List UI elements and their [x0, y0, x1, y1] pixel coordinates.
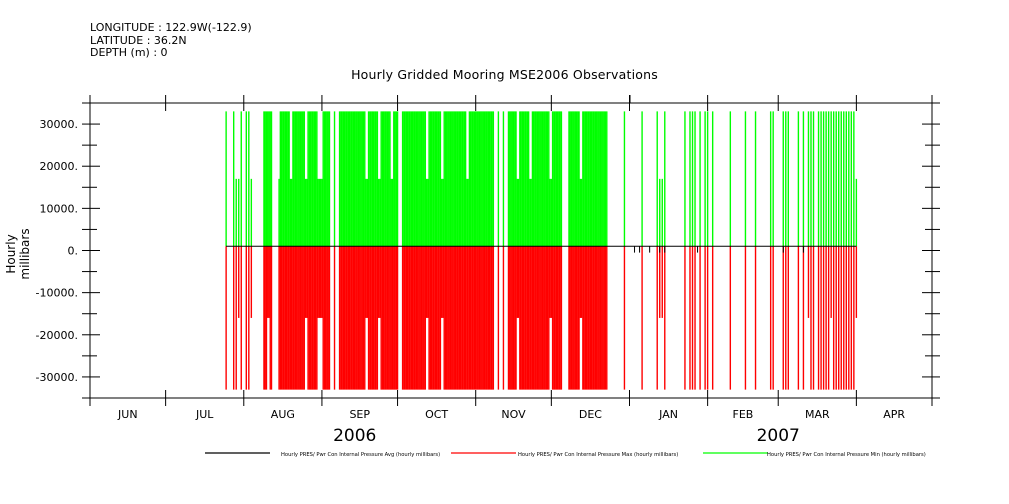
x-month-label: APR [883, 408, 905, 421]
x-month-label: DEC [579, 408, 602, 421]
longitude-label: LONGITUDE : 122.9W(-122.9) [90, 21, 252, 34]
year-label-2007: 2007 [757, 426, 800, 446]
legend-label: Hourly PRES/ Pwr Con Internal Pressure M… [767, 452, 926, 458]
year-label-2006: 2006 [333, 426, 376, 446]
x-month-label: SEP [349, 408, 370, 421]
latitude-label: LATITUDE : 36.2N [90, 33, 187, 47]
chart-title: Hourly Gridded Mooring MSE2006 Observati… [351, 67, 658, 82]
x-month-label: JUL [195, 408, 214, 421]
x-month-label: FEB [733, 408, 754, 421]
y-tick-label: -20000. [36, 329, 78, 342]
x-month-label: OCT [425, 408, 448, 421]
y-tick-label: 0. [68, 245, 79, 258]
x-month-label: MAR [805, 408, 830, 421]
y-tick-label: 10000. [40, 202, 79, 215]
y-tick-label: -30000. [36, 371, 78, 384]
x-month-label: NOV [501, 408, 526, 421]
depth-label: DEPTH (m) : 0 [90, 46, 168, 59]
y-tick-label: 20000. [40, 160, 79, 173]
x-month-label: JUN [117, 408, 138, 421]
y-tick-label: 30000. [40, 118, 79, 131]
legend-label: Hourly PRES/ Pwr Con Internal Pressure A… [281, 452, 440, 458]
y-tick-label: -10000. [36, 287, 78, 300]
metadata-block: LONGITUDE : 122.9W(-122.9) LATITUDE : 36… [90, 21, 252, 60]
x-month-label: JAN [658, 408, 678, 421]
legend-label: Hourly PRES/ Pwr Con Internal Pressure M… [518, 452, 678, 458]
x-month-label: AUG [271, 408, 295, 421]
